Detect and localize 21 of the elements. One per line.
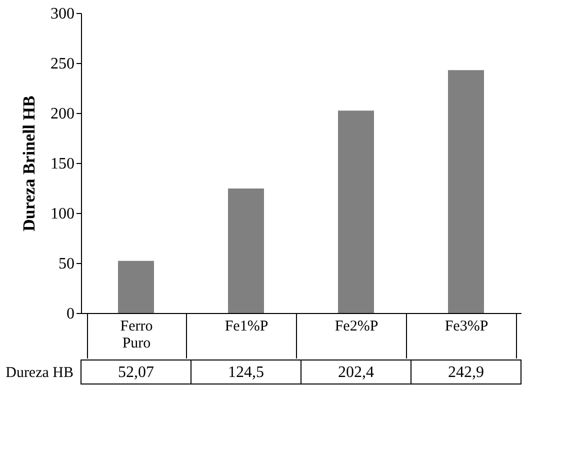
x-tick-label: Fe2%P <box>334 318 378 334</box>
y-tick-label: 150 <box>50 156 74 172</box>
y-tick-label: 250 <box>50 56 74 72</box>
text: Dureza HB <box>6 365 74 381</box>
data-label: 124,5 <box>228 364 264 381</box>
y-tick-label: 300 <box>50 6 74 22</box>
y-tick-label: 100 <box>50 206 74 222</box>
bar <box>228 188 264 313</box>
y-tick-label: 50 <box>58 256 74 272</box>
y-axis-title: Dureza Brinell HB <box>20 96 38 232</box>
y-tick-label: 200 <box>50 106 74 122</box>
data-label: 242,9 <box>448 364 484 381</box>
x-tick-label: Fe1%P <box>224 318 268 334</box>
bar <box>448 70 484 313</box>
y-tick-label: 0 <box>66 306 74 322</box>
bar <box>118 260 154 313</box>
data-label: 202,4 <box>338 364 374 381</box>
x-tick-label: Ferro Puro <box>120 318 153 352</box>
data-label: 52,07 <box>118 364 154 381</box>
x-tick-label: Fe3%P <box>444 318 488 334</box>
bar <box>338 110 374 313</box>
